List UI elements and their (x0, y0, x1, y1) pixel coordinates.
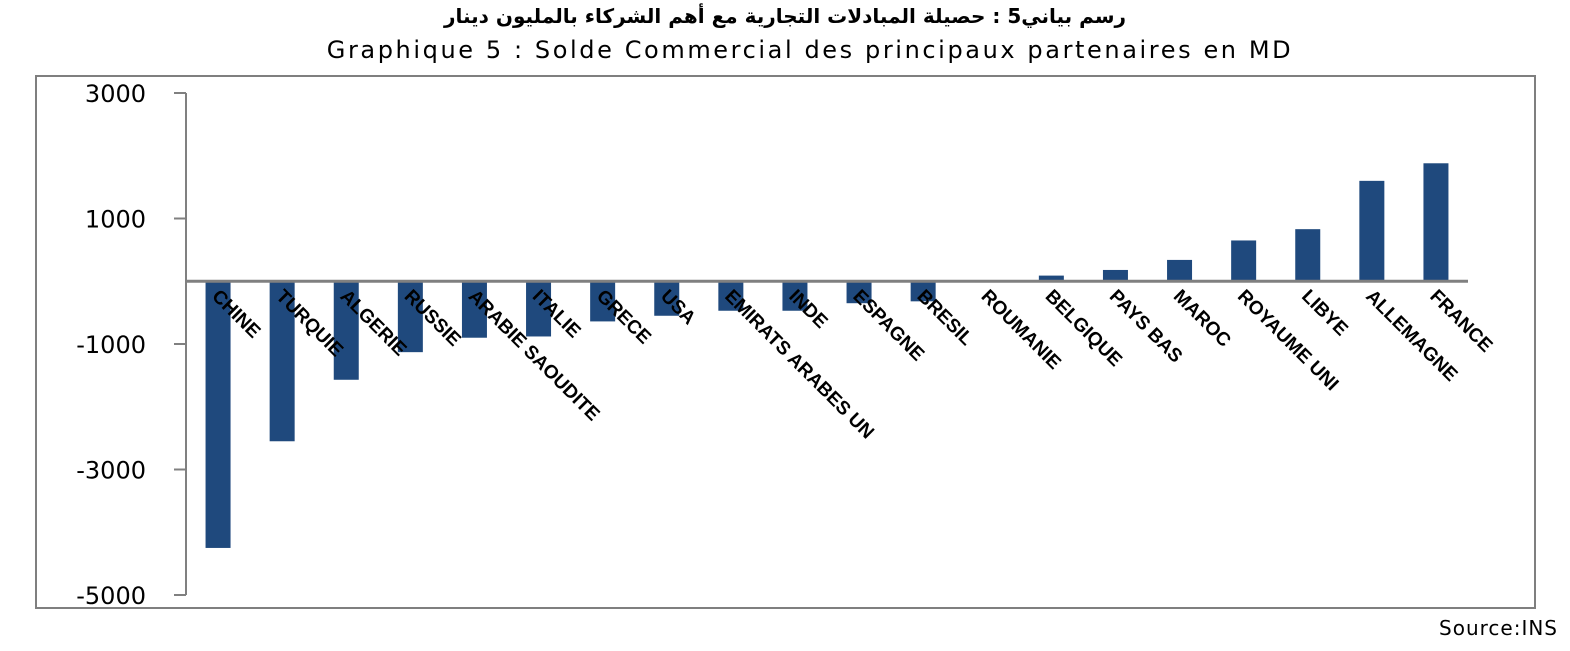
source-note: Source:INS (1439, 616, 1558, 640)
bar (1102, 269, 1128, 282)
bar (205, 281, 231, 548)
bar (269, 281, 295, 442)
bar (846, 281, 872, 304)
bar (1359, 180, 1385, 282)
bar (461, 281, 487, 338)
bar (1423, 163, 1449, 282)
bar (1295, 229, 1321, 282)
bar (333, 281, 359, 380)
bar (397, 281, 423, 353)
x-tick-label: LIBYE (1297, 286, 1351, 340)
bar (526, 281, 552, 337)
x-tick-label: BRESIL (913, 286, 977, 350)
bar (654, 281, 680, 316)
y-tick-label: 1000 (85, 206, 146, 234)
x-tick-label: MAROC (1169, 286, 1235, 352)
y-axis: 3000 1000 -1000 -3000 -5000 (76, 80, 187, 610)
bar (1167, 259, 1193, 282)
y-tick-label: -1000 (76, 331, 146, 359)
bar (1231, 240, 1257, 282)
y-tick-label: -5000 (76, 582, 146, 610)
chart-title-arabic: رسم بياني5 : حصيلة المبادلات التجارية مع… (443, 4, 1127, 28)
y-tick-label: -3000 (76, 457, 146, 485)
bar (1038, 275, 1064, 282)
y-tick-label: 3000 (85, 80, 146, 108)
bar (718, 281, 744, 311)
bar (782, 281, 808, 311)
chart-title: Graphique 5 : Solde Commercial des princ… (326, 36, 1294, 64)
chart-frame (35, 75, 1536, 609)
bar (910, 281, 936, 302)
bar-series (205, 163, 1449, 548)
bar (590, 281, 616, 322)
